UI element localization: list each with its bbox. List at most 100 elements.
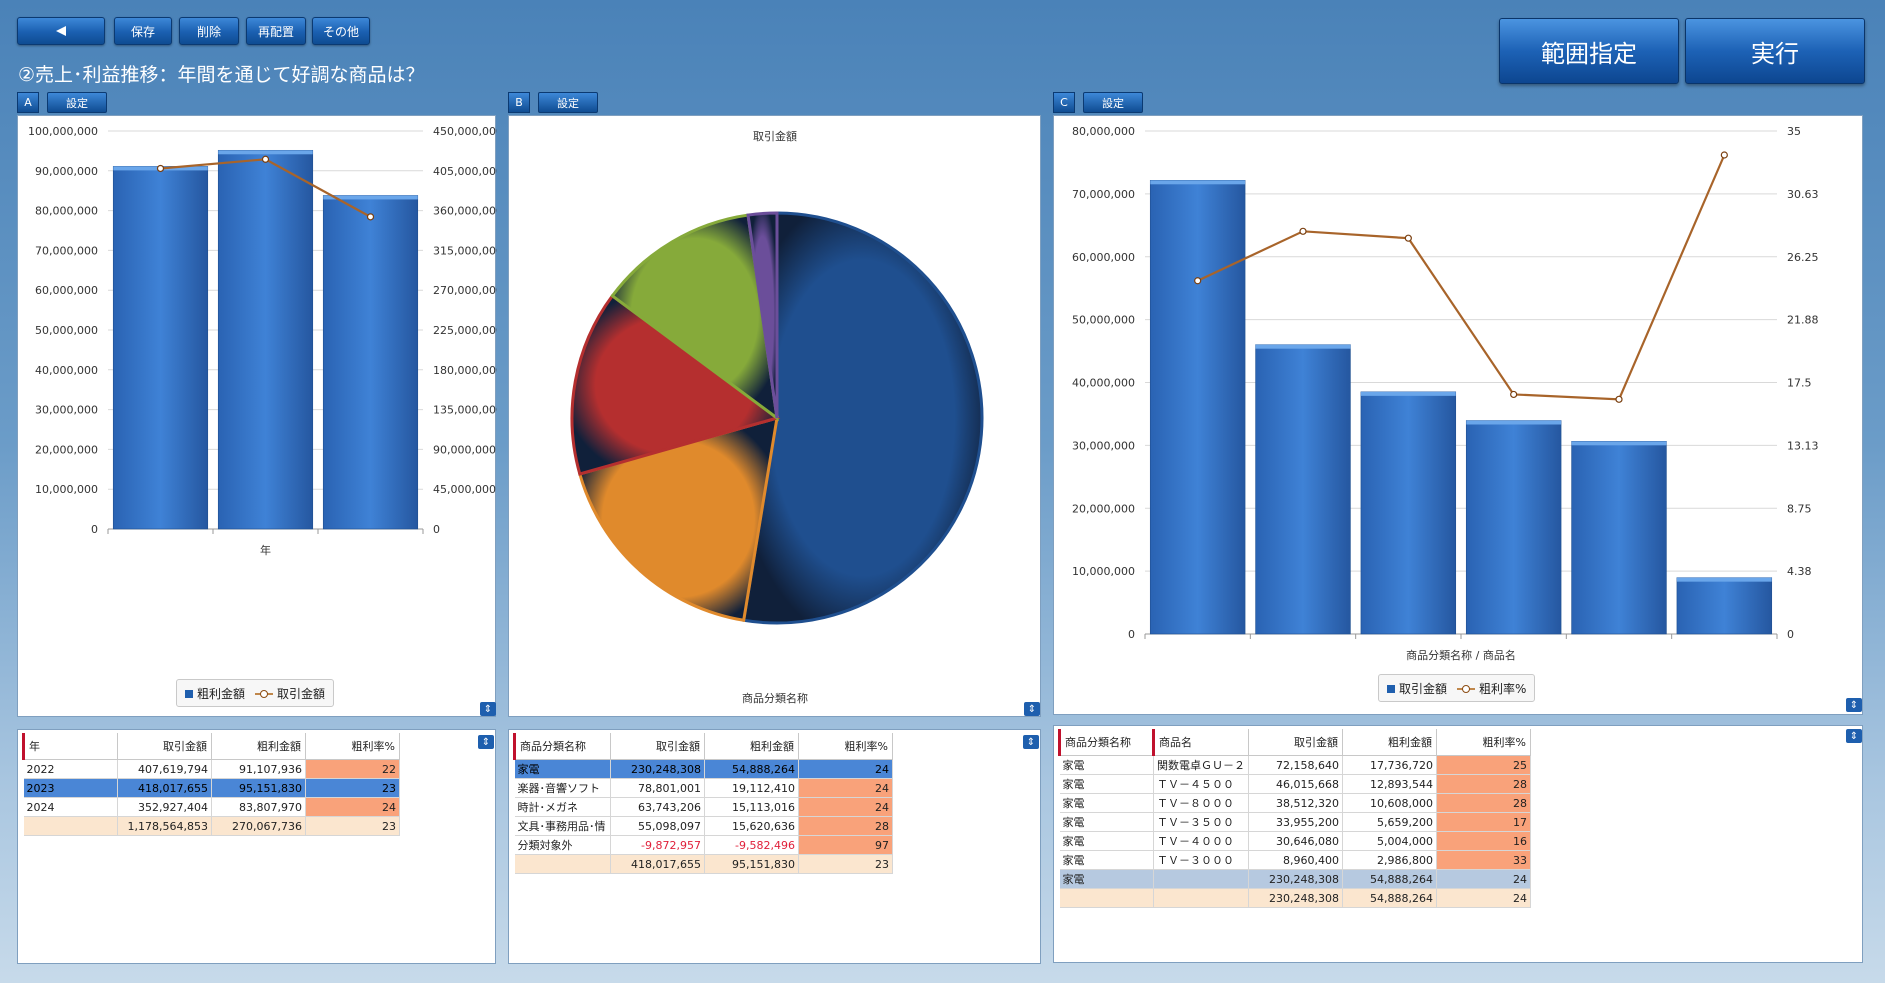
column-header[interactable]: 商品分類名称: [1058, 729, 1154, 756]
y-right-tick-label: 35: [1787, 125, 1801, 138]
table-cell: [23, 816, 118, 836]
panel-a-settings-button[interactable]: 設定: [47, 92, 107, 113]
expand-icon[interactable]: ⇕: [480, 702, 496, 716]
table-cell: 24: [798, 778, 893, 798]
table-row[interactable]: 家電 ＴＶ－４０００ 30,646,080 5,004,000 16: [1059, 831, 1531, 851]
range-button[interactable]: 範囲指定: [1499, 18, 1679, 84]
y-left-tick-label: 60,000,000: [35, 284, 98, 297]
table-cell: 24: [305, 797, 400, 817]
table-cell: -9,872,957: [610, 835, 705, 855]
table-cell: 10,608,000: [1342, 793, 1437, 813]
bar-highlight: [218, 150, 313, 155]
column-header[interactable]: 粗利率%: [305, 733, 400, 760]
save-button[interactable]: 保存: [114, 17, 172, 45]
back-arrow-icon: [56, 26, 66, 36]
table-cell: 15,113,016: [704, 797, 799, 817]
panel-b-settings-button[interactable]: 設定: [538, 92, 598, 113]
table-cell: 54,888,264: [1342, 869, 1437, 889]
column-header[interactable]: 商品名: [1152, 729, 1249, 756]
table-cell: 2022: [23, 759, 118, 779]
table-row[interactable]: 2022 407,619,794 91,107,936 22: [23, 759, 400, 779]
table-cell: 2,986,800: [1342, 850, 1437, 870]
table-cell: 30,646,080: [1248, 831, 1343, 851]
table-row[interactable]: 文具･事務用品･情 55,098,097 15,620,636 28: [514, 816, 893, 836]
legend-line-label: 粗利率%: [1479, 681, 1527, 696]
table-row[interactable]: 2023 418,017,655 95,151,830 23: [23, 778, 400, 798]
column-header[interactable]: 商品分類名称: [513, 733, 611, 760]
y-left-tick-label: 90,000,000: [35, 165, 98, 178]
table-row[interactable]: 2024 352,927,404 83,807,970 24: [23, 797, 400, 817]
y-left-tick-label: 80,000,000: [35, 205, 98, 218]
table-row[interactable]: 家電 ＴＶ－３０００ 8,960,400 2,986,800 33: [1059, 850, 1531, 870]
column-header[interactable]: 粗利金額: [1342, 729, 1437, 756]
table-cell: [1153, 869, 1249, 889]
column-header[interactable]: 粗利金額: [211, 733, 306, 760]
y-left-tick-label: 80,000,000: [1072, 125, 1135, 138]
table-row[interactable]: 家電 関数電卓ＧＵ－２ 72,158,640 17,736,720 25: [1059, 755, 1531, 775]
expand-icon[interactable]: ⇕: [1846, 729, 1862, 743]
table-row[interactable]: 家電 ＴＶ－３５００ 33,955,200 5,659,200 17: [1059, 812, 1531, 832]
table-cell: 55,098,097: [610, 816, 705, 836]
expand-icon[interactable]: ⇕: [1024, 702, 1040, 716]
table-row[interactable]: 418,017,655 95,151,830 23: [514, 854, 893, 874]
bar: [1149, 180, 1246, 635]
table-cell: ＴＶ－３５００: [1153, 812, 1249, 832]
table-row[interactable]: 家電 ＴＶ－４５００ 46,015,668 12,893,544 28: [1059, 774, 1531, 794]
table-cell: 分類対象外: [514, 835, 611, 855]
column-header[interactable]: 粗利率%: [798, 733, 893, 760]
run-button[interactable]: 実行: [1685, 18, 1865, 84]
bar: [112, 166, 209, 530]
column-header[interactable]: 取引金額: [610, 733, 705, 760]
bar: [1255, 344, 1351, 635]
column-header[interactable]: 取引金額: [1248, 729, 1343, 756]
bar: [322, 195, 419, 530]
x-axis-label: 商品分類名称 / 商品名: [1406, 648, 1516, 662]
column-header[interactable]: 粗利金額: [704, 733, 799, 760]
pie-slice: [610, 213, 779, 422]
table-row[interactable]: 楽器･音響ソフト 78,801,001 19,112,410 24: [514, 778, 893, 798]
panel-b-tag: B: [508, 92, 530, 113]
chart-c-legend: 取引金額 粗利率%: [1378, 674, 1536, 702]
bar-highlight: [323, 195, 418, 200]
rearrange-button[interactable]: 再配置: [246, 17, 306, 45]
table-row[interactable]: 時計･メガネ 63,743,206 15,113,016 24: [514, 797, 893, 817]
table-cell: 230,248,308: [610, 759, 705, 779]
legend-item-bar: 取引金額: [1387, 680, 1447, 697]
table-cell: 関数電卓ＧＵ－２: [1153, 755, 1249, 775]
chart-c: 0 10,000,000 20,000,000 30,000,000 40,000,00…: [1072, 125, 1818, 662]
chart-a-panel: 0 10,000,000 20,000,000 30,000,000 40,000,00…: [17, 115, 497, 717]
table-cell: 28: [1436, 793, 1531, 813]
table-cell: 文具･事務用品･情: [514, 816, 611, 836]
table-cell: 12,893,544: [1342, 774, 1437, 794]
expand-icon[interactable]: ⇕: [478, 735, 494, 749]
table-row[interactable]: 分類対象外 -9,872,957 -9,582,496 97: [514, 835, 893, 855]
table-cell: 270,067,736: [211, 816, 306, 836]
table-cell: 1,178,564,853: [117, 816, 212, 836]
y-right-tick-label: 225,000,000: [433, 324, 497, 337]
other-button[interactable]: その他: [312, 17, 370, 45]
table-cell: 16: [1436, 831, 1531, 851]
table-row[interactable]: 家電 ＴＶ－８０００ 38,512,320 10,608,000 28: [1059, 793, 1531, 813]
table-row[interactable]: 家電 230,248,308 54,888,264 24: [1059, 869, 1531, 889]
table-row[interactable]: 230,248,308 54,888,264 24: [1059, 888, 1531, 908]
table-row[interactable]: 1,178,564,853 270,067,736 23: [23, 816, 400, 836]
line-point: [1615, 395, 1623, 403]
column-header[interactable]: 取引金額: [117, 733, 212, 760]
table-cell: 楽器･音響ソフト: [514, 778, 611, 798]
back-button[interactable]: [17, 17, 105, 45]
table-cell: 38,512,320: [1248, 793, 1343, 813]
table-cell: 33: [1436, 850, 1531, 870]
panel-c-settings-button[interactable]: 設定: [1083, 92, 1143, 113]
delete-button[interactable]: 削除: [179, 17, 239, 45]
table-cell: 17: [1436, 812, 1531, 832]
column-header[interactable]: 年: [22, 733, 118, 760]
expand-icon[interactable]: ⇕: [1023, 735, 1039, 749]
table-cell: 5,659,200: [1342, 812, 1437, 832]
bar: [1360, 391, 1457, 635]
table-row[interactable]: 家電 230,248,308 54,888,264 24: [514, 759, 893, 779]
column-header[interactable]: 粗利率%: [1436, 729, 1531, 756]
expand-icon[interactable]: ⇕: [1846, 698, 1862, 712]
table-cell: [1153, 888, 1249, 908]
y-right-tick-label: 0: [1787, 628, 1794, 641]
y-left-tick-label: 60,000,000: [1072, 251, 1135, 264]
